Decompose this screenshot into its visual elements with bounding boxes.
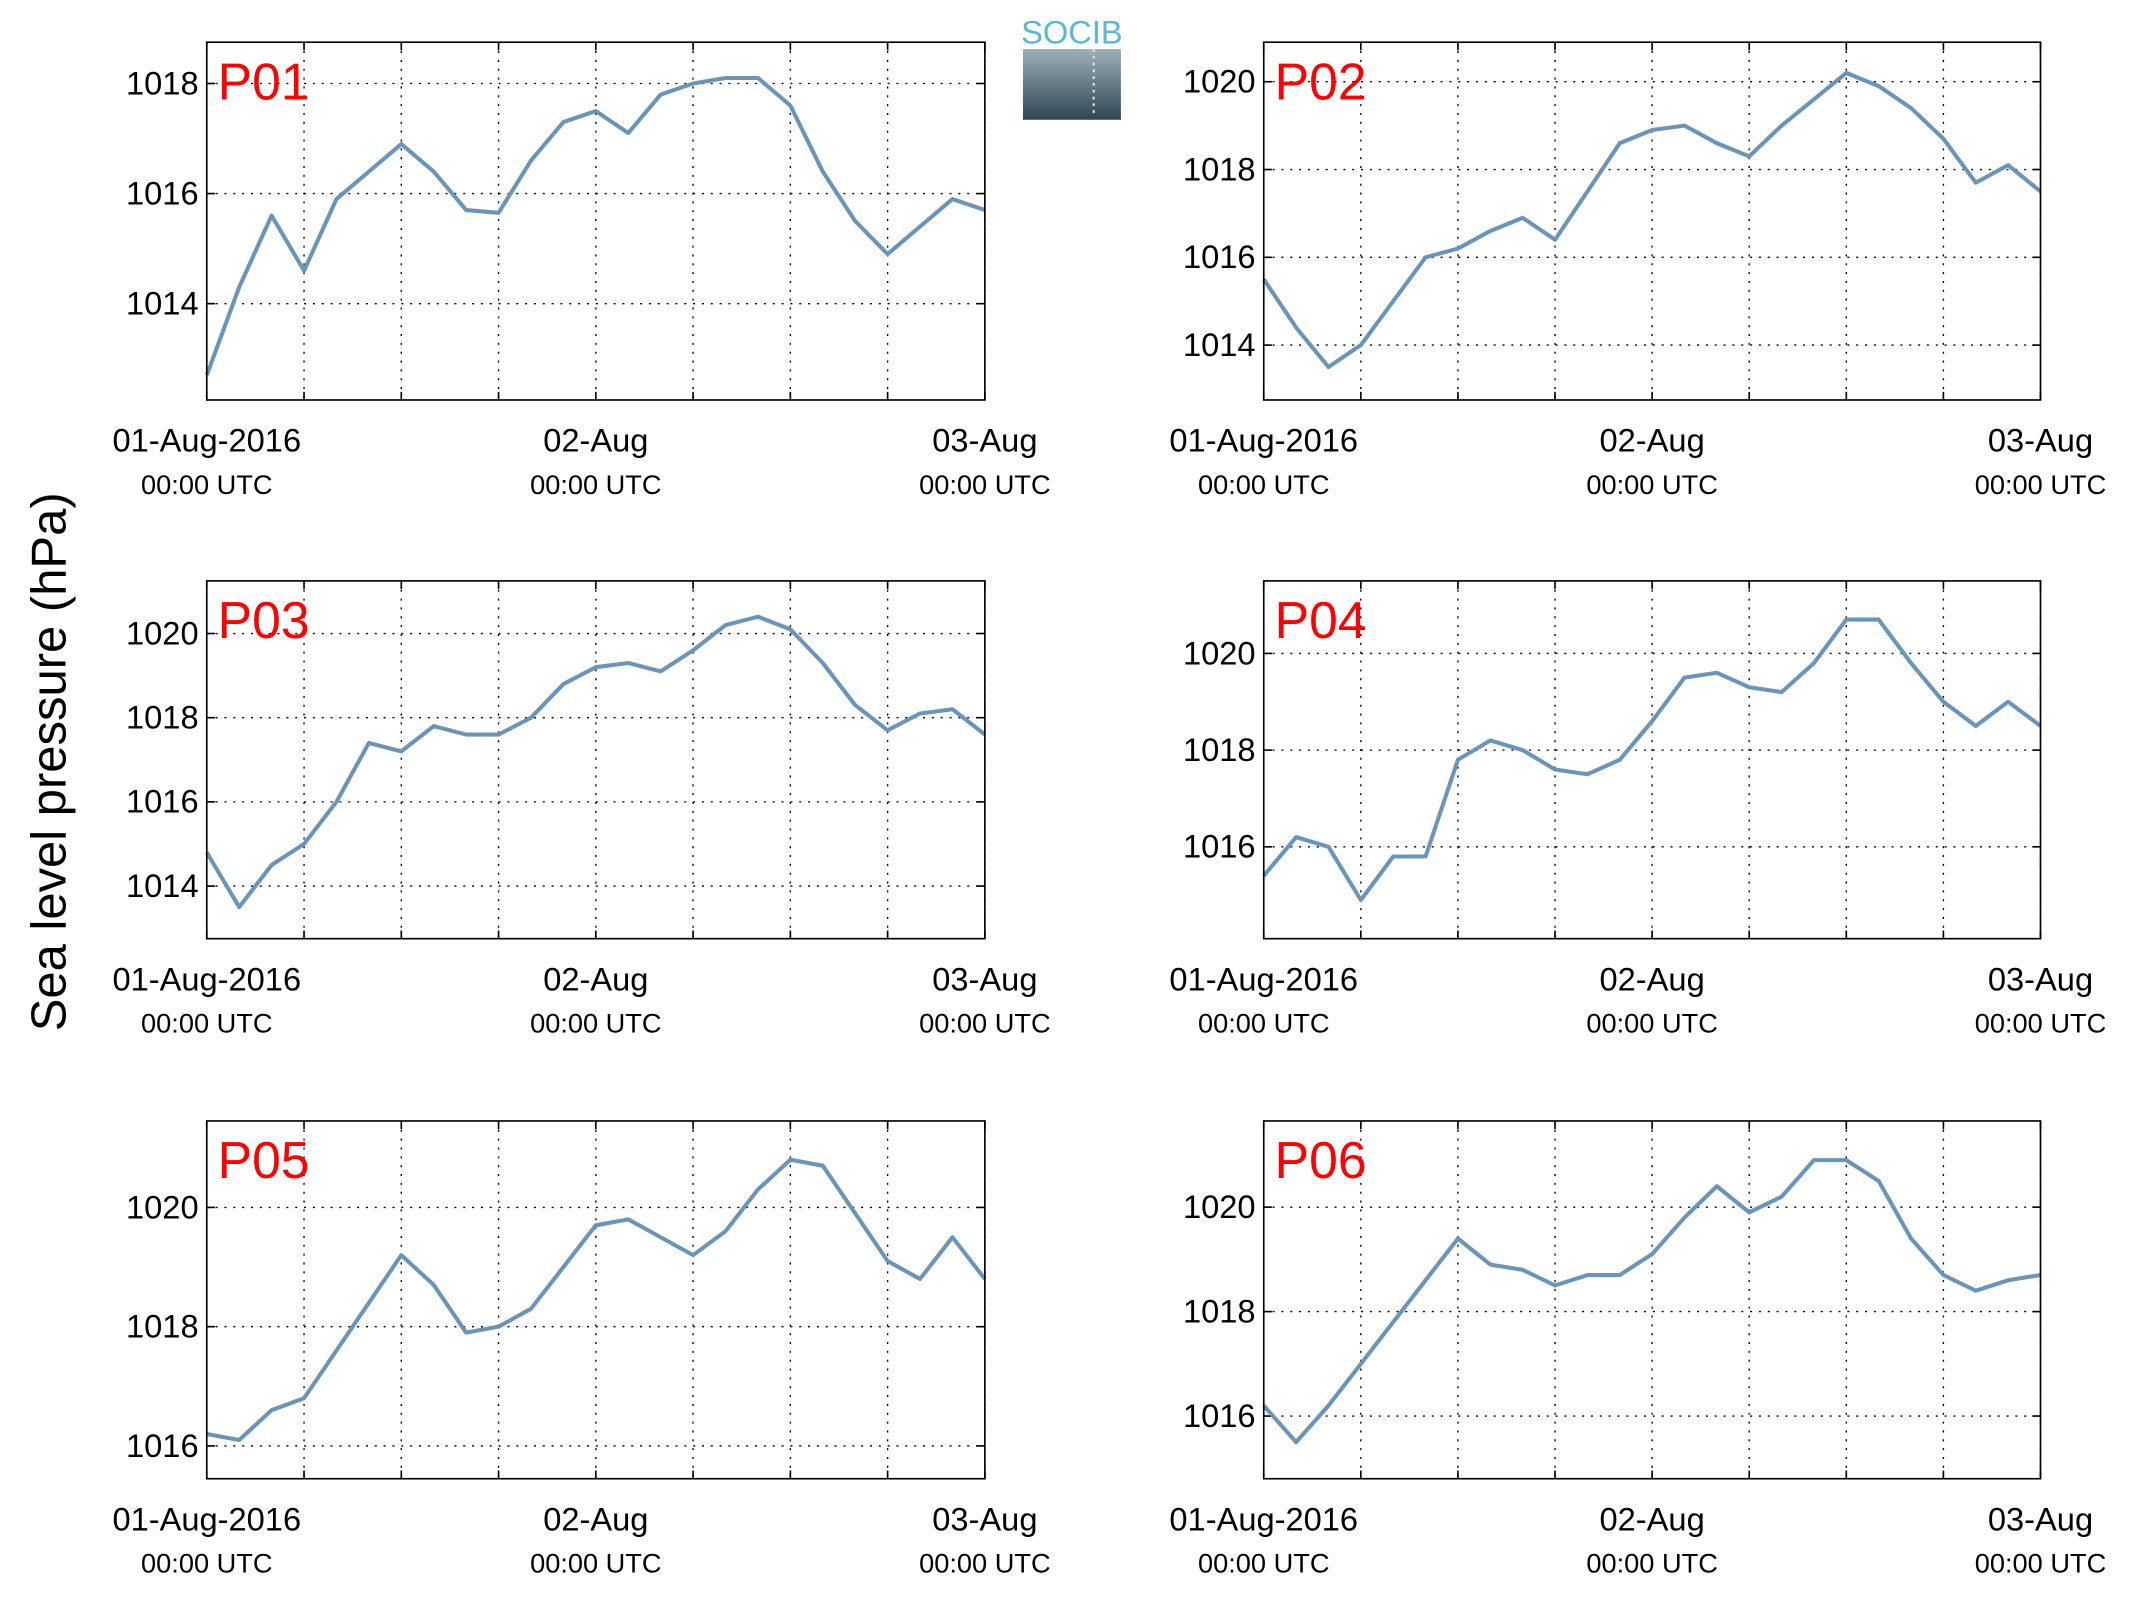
- y-tick-label: 1020: [1183, 1188, 1256, 1225]
- y-tick-label: 1016: [1183, 1397, 1256, 1434]
- y-tick-label: 1018: [1183, 731, 1256, 768]
- y-axis-label: Sea level pressure (hPa): [22, 492, 76, 1031]
- x-tick-sublabel: 00:00 UTC: [1975, 469, 2106, 500]
- x-tick-label: 03-Aug: [1988, 422, 2093, 459]
- y-tick-label: 1018: [126, 699, 199, 736]
- pressure-line: [1262, 70, 2042, 370]
- x-tick-label: 01-Aug-2016: [1169, 1500, 1358, 1537]
- x-tick-label: 01-Aug-2016: [112, 1500, 301, 1537]
- panel: 01-Aug-2016 00:00 UTC 02-Aug 00:00 UTC 03-Au…: [112, 580, 1051, 1039]
- x-tick-sublabel: 00:00 UTC: [1198, 1548, 1329, 1579]
- y-tick-label: 1018: [1183, 1292, 1256, 1329]
- x-tick-sublabel: 00:00 UTC: [919, 1548, 1050, 1579]
- y-tick-label: 1020: [1183, 63, 1256, 100]
- x-tick-sublabel: 00:00 UTC: [919, 469, 1050, 500]
- y-tick-label: 1016: [1183, 238, 1256, 275]
- x-tick-label: 03-Aug: [932, 422, 1037, 459]
- x-tick-sublabel: 00:00 UTC: [141, 1548, 272, 1579]
- y-tick-label: 1020: [126, 1188, 199, 1225]
- plot-frame: [1262, 580, 2042, 940]
- y-tick-label: 1018: [126, 64, 199, 101]
- x-tick-label: 03-Aug: [1988, 1500, 2093, 1537]
- pressure-line: [204, 75, 986, 376]
- panel: 01-Aug-2016 00:00 UTC 02-Aug 00:00 UTC 03-Au…: [112, 1120, 1051, 1579]
- pressure-line: [1262, 1158, 2041, 1445]
- x-tick-sublabel: 00:00 UTC: [1198, 469, 1329, 500]
- plot-frame: [1262, 41, 2042, 401]
- y-tick-label: 1016: [1183, 828, 1256, 865]
- y-tick-label: 1014: [126, 867, 199, 904]
- x-tick-sublabel: 00:00 UTC: [1198, 1008, 1329, 1039]
- panel: 01-Aug-2016 00:00 UTC 02-Aug 00:00 UTC 03-Au…: [1169, 580, 2106, 1039]
- panel: 01-Aug-2016 00:00 UTC 02-Aug 00:00 UTC 03-Au…: [112, 41, 1051, 500]
- panel-title: P05: [218, 1131, 310, 1189]
- pressure-line: [205, 614, 987, 910]
- x-tick-label: 03-Aug: [932, 1500, 1037, 1537]
- y-tick-label: 1014: [1183, 326, 1256, 363]
- x-tick-sublabel: 00:00 UTC: [530, 1548, 661, 1579]
- x-tick-label: 03-Aug: [932, 960, 1037, 997]
- panel: 01-Aug-2016 00:00 UTC 02-Aug 00:00 UTC 03-Au…: [1169, 1120, 2106, 1579]
- plot-frame: [1262, 1120, 2042, 1480]
- x-tick-label: 02-Aug: [543, 960, 648, 997]
- panel-title: P02: [1275, 52, 1367, 110]
- y-tick-label: 1016: [126, 783, 199, 820]
- x-tick-label: 02-Aug: [1600, 1500, 1705, 1537]
- x-tick-label: 01-Aug-2016: [112, 960, 301, 997]
- x-tick-label: 01-Aug-2016: [112, 422, 301, 459]
- x-tick-sublabel: 00:00 UTC: [1975, 1548, 2106, 1579]
- y-tick-label: 1014: [126, 285, 199, 322]
- x-tick-sublabel: 00:00 UTC: [141, 1008, 272, 1039]
- panel-title: P06: [1275, 1131, 1367, 1189]
- plot-frame: [205, 41, 986, 401]
- x-tick-sublabel: 00:00 UTC: [1586, 1008, 1717, 1039]
- panel-title: P03: [218, 591, 310, 649]
- panel-title: P01: [218, 52, 310, 110]
- y-tick-label: 1020: [1183, 634, 1256, 671]
- x-tick-label: 02-Aug: [1600, 422, 1705, 459]
- x-tick-sublabel: 00:00 UTC: [141, 469, 272, 500]
- logo-text: SOCIB: [1021, 14, 1123, 51]
- y-tick-label: 1016: [126, 174, 199, 211]
- x-tick-label: 01-Aug-2016: [1169, 422, 1358, 459]
- x-tick-label: 03-Aug: [1988, 960, 2093, 997]
- plot-frame: [205, 580, 986, 940]
- pressure-line: [1262, 617, 2042, 903]
- y-tick-label: 1016: [126, 1427, 199, 1464]
- x-tick-label: 02-Aug: [543, 422, 648, 459]
- plot-frame: [205, 1120, 986, 1480]
- x-tick-sublabel: 00:00 UTC: [530, 469, 661, 500]
- panel: 01-Aug-2016 00:00 UTC 02-Aug 00:00 UTC 03-Au…: [1169, 41, 2106, 500]
- x-tick-sublabel: 00:00 UTC: [1586, 469, 1717, 500]
- x-tick-label: 02-Aug: [543, 1500, 648, 1537]
- pressure-line: [206, 1157, 987, 1443]
- x-tick-sublabel: 00:00 UTC: [919, 1008, 1050, 1039]
- y-tick-label: 1020: [126, 614, 199, 651]
- y-tick-label: 1018: [126, 1308, 199, 1345]
- x-tick-sublabel: 00:00 UTC: [1586, 1548, 1717, 1579]
- panel-title: P04: [1275, 591, 1367, 649]
- x-tick-label: 02-Aug: [1600, 960, 1705, 997]
- x-tick-sublabel: 00:00 UTC: [530, 1008, 661, 1039]
- logo: SOCIB: [1021, 14, 1123, 120]
- x-tick-sublabel: 00:00 UTC: [1975, 1008, 2106, 1039]
- logo-box: [1022, 49, 1121, 120]
- x-tick-label: 01-Aug-2016: [1169, 960, 1358, 997]
- y-tick-label: 1018: [1183, 150, 1256, 187]
